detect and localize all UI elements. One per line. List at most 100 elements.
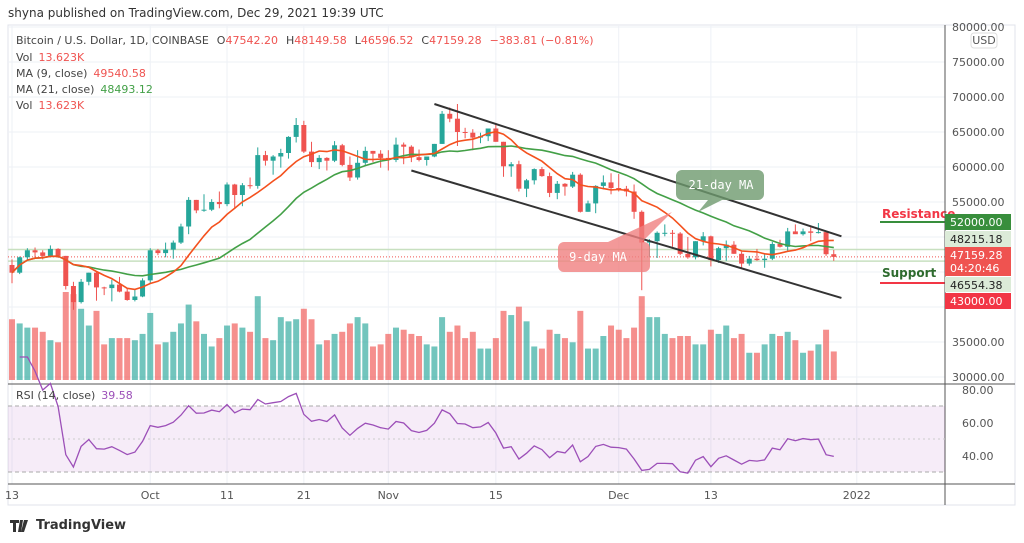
volume-bar: [577, 310, 584, 380]
volume-bar: [807, 350, 814, 380]
price-tick-label: 80000.00: [952, 21, 1005, 34]
candle-body: [9, 265, 15, 273]
volume-bar: [316, 344, 323, 380]
volume-bar: [485, 348, 492, 380]
time-tick-label: Dec: [608, 489, 629, 502]
channel-upper-line: [434, 103, 842, 238]
volume-bar: [508, 315, 515, 380]
candle-body: [524, 180, 530, 189]
lower-line-badge: 46554.38: [950, 279, 1003, 292]
volume-bar: [262, 338, 269, 380]
volume-bar: [277, 317, 284, 380]
ma9-line: [11, 130, 834, 291]
volume-bar: [815, 344, 822, 380]
volume-bar: [423, 344, 430, 380]
candle-body: [723, 244, 729, 249]
candle-body: [408, 146, 414, 158]
candle-body: [570, 174, 576, 187]
volume-bar: [93, 310, 100, 380]
price-axis[interactable]: 80000.00 75000.00 70000.00 65000.00 60000.00…: [952, 21, 1005, 384]
volume-bar: [208, 346, 215, 380]
time-tick-label: 11: [220, 489, 234, 502]
candle-body: [262, 155, 268, 161]
support-label: Support: [882, 266, 937, 280]
volume-bar: [684, 336, 691, 380]
volume-bar: [723, 325, 730, 380]
candle-body: [270, 156, 276, 161]
candle-body: [124, 291, 130, 300]
volume-bar: [477, 348, 484, 380]
resistance-badge: 52000.00: [950, 216, 1003, 229]
rsi-axis[interactable]: 80.00 60.00 40.00: [962, 384, 994, 463]
svg-text:Bitcoin / U.S. Dollar, 1D, COI: Bitcoin / U.S. Dollar, 1D, COINBASE O4754…: [16, 34, 594, 47]
volume-bar: [9, 319, 15, 380]
volume-bar: [800, 352, 807, 380]
low-value: 46596.52: [361, 34, 414, 47]
candle-body: [501, 141, 507, 167]
volume-bar: [139, 333, 146, 380]
candle-body: [693, 241, 699, 258]
candle-body: [654, 232, 660, 242]
volume-bar: [561, 338, 568, 380]
candle-body: [731, 244, 737, 254]
close-value: 47159.28: [429, 34, 482, 47]
candle-body: [239, 185, 245, 195]
volume-bar: [669, 338, 676, 380]
volume-bar: [769, 333, 776, 380]
candle-body: [132, 296, 138, 300]
open-value: 47542.20: [225, 34, 278, 47]
candle-body: [47, 248, 53, 256]
svg-text:MA (21, close)48493.12: MA (21, close) 48493.12: [16, 83, 153, 96]
volume-bar: [393, 327, 399, 380]
currency-badge[interactable]: [970, 32, 998, 49]
rsi-tick-label: 40.00: [962, 450, 994, 463]
volume-bar: [239, 327, 246, 380]
volume-bar: [385, 333, 392, 380]
price-tick-label: 30000.00: [952, 371, 1005, 384]
volume-bar: [746, 352, 753, 380]
volume-bar: [201, 333, 207, 380]
time-tick-label: 13: [5, 489, 19, 502]
volume-bar: [707, 329, 714, 380]
volume-bar: [462, 338, 469, 380]
candle-body: [201, 209, 207, 211]
tradingview-logo-icon: [10, 519, 28, 532]
candle-body: [78, 281, 84, 303]
chart-frame: [7, 24, 1016, 506]
candle-body: [631, 191, 637, 212]
candle-body: [608, 182, 614, 188]
candle-body: [193, 199, 199, 211]
candle-body: [285, 136, 291, 153]
candle-body: [186, 199, 192, 227]
volume-bar: [147, 312, 154, 380]
candle-body: [585, 203, 591, 212]
candle-body: [593, 185, 599, 204]
volume-bar: [623, 338, 630, 380]
ma21-callout-text: 21-day MA: [688, 178, 754, 192]
volume-bar: [600, 336, 607, 380]
volume-bar: [124, 338, 131, 380]
volume-bar: [101, 344, 108, 380]
ma9-callout: 9-day MA: [558, 212, 672, 272]
volume-bar: [830, 351, 837, 380]
candle-body: [163, 249, 169, 254]
rsi-tick-label: 60.00: [962, 417, 994, 430]
candle-body: [232, 184, 238, 195]
volume-bar: [62, 292, 69, 380]
price-tick-label: 60000.00: [952, 161, 1005, 174]
price-tick-label: 55000.00: [952, 196, 1005, 209]
svg-text:MA (9, close)49540.58: MA (9, close) 49540.58: [16, 67, 146, 80]
candle-body: [255, 155, 261, 186]
tradingview-logo[interactable]: TradingView: [10, 518, 126, 533]
volume-bar: [131, 340, 138, 380]
time-axis[interactable]: 13 Oct 11 21 Nov 15 Dec 13 2022: [5, 489, 871, 502]
volume-bar: [377, 344, 384, 380]
candle-body: [301, 125, 307, 152]
candle-body: [554, 183, 560, 193]
candle-body: [70, 286, 76, 303]
candle-body: [769, 244, 775, 259]
candle-body: [86, 272, 92, 282]
ma9-value: 49540.58: [93, 67, 146, 80]
